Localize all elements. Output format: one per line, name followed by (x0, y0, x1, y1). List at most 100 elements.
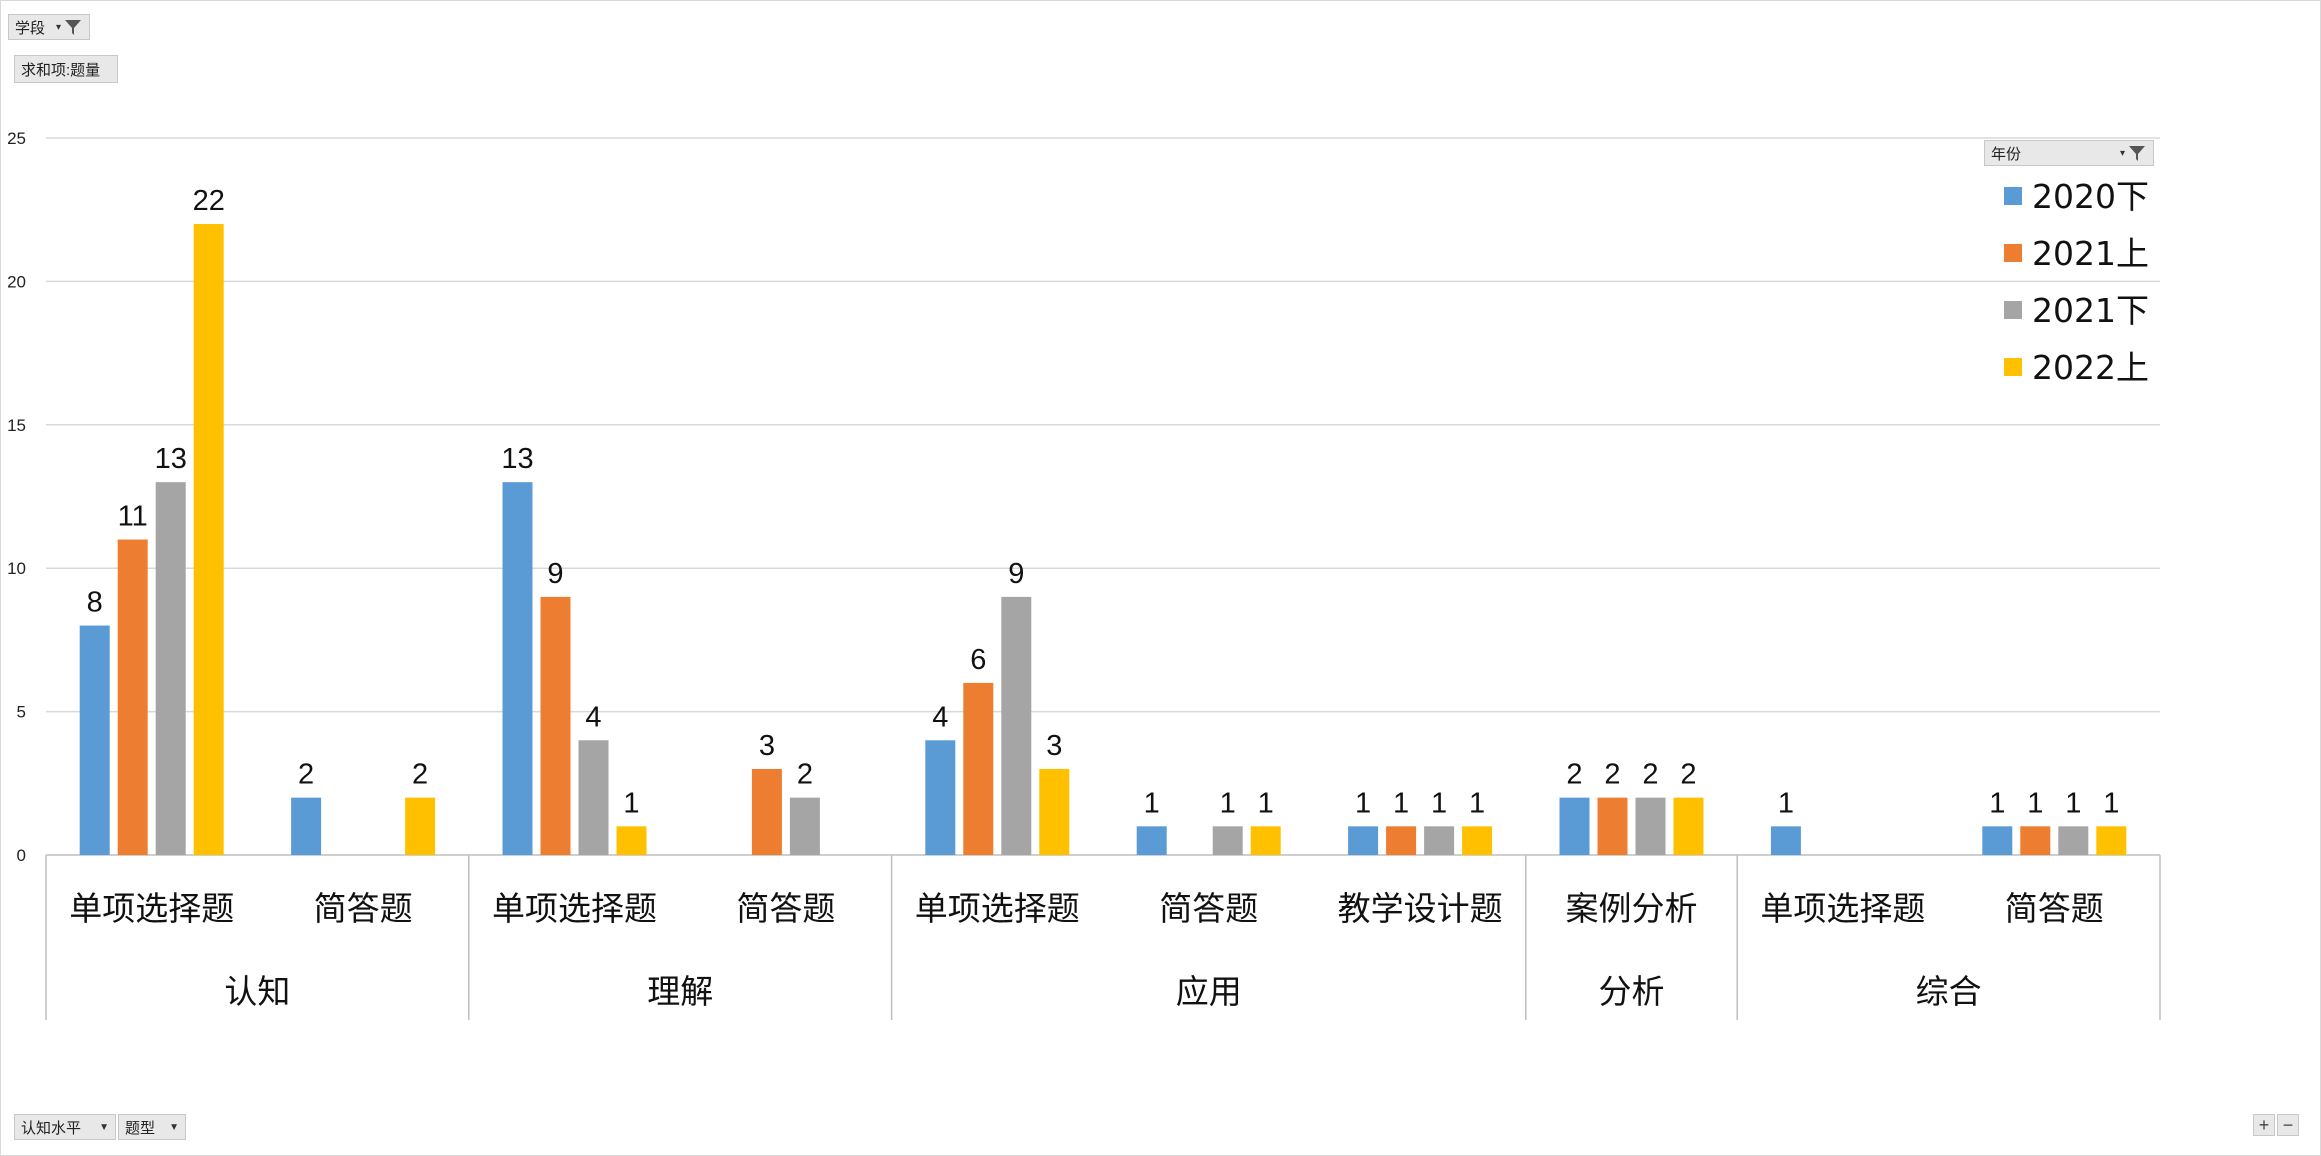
data-label: 9 (547, 558, 563, 590)
data-label: 1 (2103, 787, 2119, 819)
data-label: 1 (1355, 787, 1371, 819)
bar (1136, 826, 1167, 855)
bar (1462, 826, 1493, 855)
bar (578, 740, 609, 855)
legend-label: 2022上 (2032, 348, 2149, 387)
data-label: 9 (1008, 558, 1024, 590)
data-label: 3 (759, 730, 775, 762)
y-tick-label: 25 (7, 129, 26, 148)
data-label: 1 (1144, 787, 1160, 819)
bar (1424, 826, 1455, 855)
data-label: 1 (623, 787, 639, 819)
bar (751, 768, 782, 855)
bar (2020, 826, 2051, 855)
cognitive-level-field-button[interactable]: 认知水平 ▼ (14, 1114, 116, 1140)
data-label: 1 (1431, 787, 1447, 819)
y-tick-label: 0 (17, 846, 26, 865)
category-label: 简答题 (2005, 889, 2104, 928)
bar (1348, 826, 1379, 855)
bar (1559, 797, 1590, 855)
data-label: 3 (1046, 730, 1062, 762)
bar (117, 539, 148, 855)
legend-swatch (2004, 301, 2022, 319)
bar (1770, 826, 1801, 855)
bar (2058, 826, 2089, 855)
bar (1386, 826, 1417, 855)
legend-label: 2021上 (2032, 234, 2149, 273)
data-label: 13 (155, 443, 187, 475)
bar (1635, 797, 1666, 855)
data-label: 2 (1642, 759, 1658, 791)
legend-swatch (2004, 358, 2022, 376)
data-label: 13 (501, 443, 533, 475)
expand-button[interactable]: + (2253, 1114, 2275, 1136)
y-tick-label: 20 (7, 272, 26, 291)
bar (291, 797, 322, 855)
question-type-label: 题型 (125, 1119, 156, 1137)
bar (1212, 826, 1243, 855)
dropdown-arrow-icon: ▾ (2119, 147, 2125, 159)
y-tick-label: 15 (7, 416, 26, 435)
data-label: 1 (1393, 787, 1409, 819)
category-label: 简答题 (314, 889, 413, 928)
dropdown-arrow-icon: ▼ (169, 1121, 179, 1133)
value-field-label: 求和项:题量 (21, 61, 101, 79)
data-label: 2 (1680, 759, 1696, 791)
collapse-button[interactable]: − (2277, 1114, 2299, 1136)
group-label: 分析 (1599, 972, 1665, 1011)
data-label: 1 (1469, 787, 1485, 819)
bar (193, 224, 224, 856)
stage-filter-button[interactable]: 学段 ▾ (8, 14, 90, 40)
bar (155, 482, 186, 855)
bar (963, 682, 994, 855)
bar (616, 826, 647, 855)
data-label: 2 (1566, 759, 1582, 791)
data-label: 1 (2027, 787, 2043, 819)
data-label: 2 (797, 759, 813, 791)
data-label: 1 (1989, 787, 2005, 819)
legend-swatch (2004, 244, 2022, 262)
bar (1673, 797, 1704, 855)
filter-icon (65, 20, 81, 35)
category-label: 简答题 (736, 889, 835, 928)
bar (502, 482, 533, 855)
category-label: 单项选择题 (492, 889, 657, 928)
category-label: 单项选择题 (915, 889, 1080, 928)
data-label: 1 (1258, 787, 1274, 819)
data-label: 11 (118, 501, 148, 533)
bar (789, 797, 820, 855)
group-label: 应用 (1176, 972, 1242, 1011)
value-field-button[interactable]: 求和项:题量 (14, 55, 118, 83)
question-type-field-button[interactable]: 题型 ▼ (118, 1114, 186, 1140)
bar (925, 740, 956, 855)
data-label: 2 (412, 759, 428, 791)
data-label: 1 (1220, 787, 1236, 819)
dropdown-arrow-icon: ▾ (55, 21, 61, 33)
data-label: 4 (932, 701, 948, 733)
category-label: 单项选择题 (1760, 889, 1925, 928)
legend-swatch (2004, 187, 2022, 205)
data-label: 4 (585, 701, 601, 733)
legend-label: 2021下 (2032, 291, 2149, 330)
category-label: 单项选择题 (69, 889, 234, 928)
data-label: 6 (970, 644, 986, 676)
year-filter-label: 年份 (1991, 145, 2022, 163)
bar (1982, 826, 2013, 855)
category-label: 案例分析 (1566, 889, 1698, 928)
bar (1250, 826, 1281, 855)
filter-icon (2129, 146, 2145, 161)
bar (405, 797, 436, 855)
group-label: 认知 (224, 972, 290, 1011)
year-legend-filter-button[interactable]: 年份 ▾ (1984, 140, 2154, 166)
data-label: 1 (1778, 787, 1794, 819)
y-tick-label: 10 (7, 559, 26, 578)
cognitive-level-label: 认知水平 (21, 1119, 82, 1137)
bar (79, 625, 110, 855)
group-label: 综合 (1916, 972, 1982, 1011)
bar (1001, 596, 1032, 855)
legend-label: 2020下 (2032, 177, 2149, 216)
bar (2096, 826, 2127, 855)
dropdown-arrow-icon: ▼ (99, 1121, 109, 1133)
data-label: 2 (298, 759, 314, 791)
